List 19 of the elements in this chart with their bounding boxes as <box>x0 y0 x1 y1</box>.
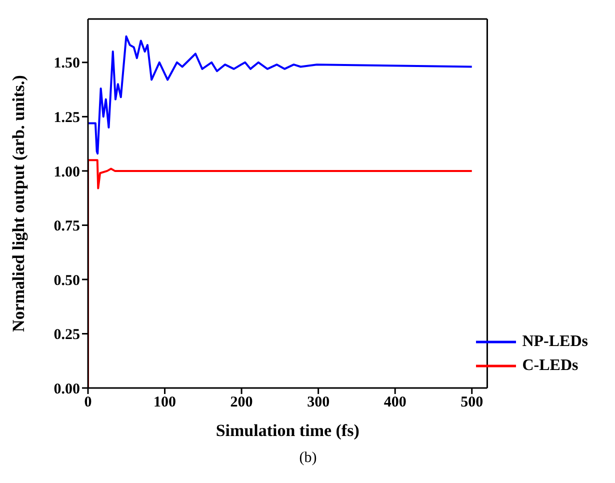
y-axis-title: Normalied light output (arb. units.) <box>9 75 28 332</box>
x-axis-title: Simulation time (fs) <box>216 421 360 440</box>
legend-label: C-LEDs <box>522 357 578 375</box>
y-tick-label: 1.50 <box>54 56 80 72</box>
x-tick-label: 500 <box>460 394 484 411</box>
y-tick-label: 0.75 <box>54 218 80 235</box>
legend-label: NP-LEDs <box>522 333 588 351</box>
x-tick-label: 100 <box>154 394 176 411</box>
y-tick-label: 0.50 <box>54 272 80 289</box>
line-series <box>88 35 473 155</box>
text: (b) <box>298 450 318 467</box>
x-tick-label: 200 <box>230 394 253 411</box>
x-tick-label: 300 <box>307 394 330 411</box>
y-tick-label: 0.25 <box>54 327 80 344</box>
x-tick-label: 0 <box>84 394 92 411</box>
y-tick-label: 1.25 <box>54 110 80 126</box>
x-tick-label: 400 <box>384 394 406 411</box>
y-tick-label: 0.00 <box>54 381 80 398</box>
y-tick-label: 1.00 <box>54 164 80 180</box>
